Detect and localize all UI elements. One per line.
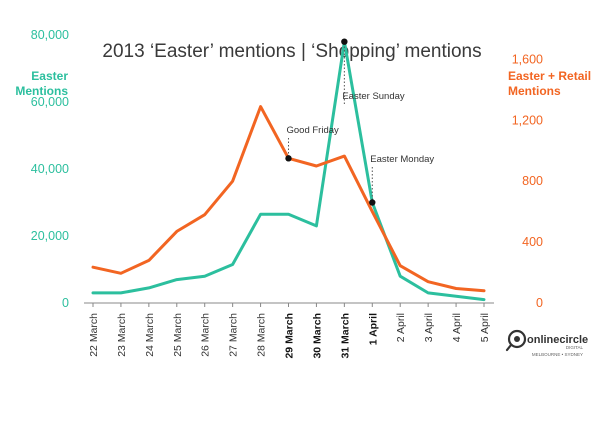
x-tick-label: 26 March [200, 313, 212, 357]
right-axis-title-line-2: Mentions [508, 84, 561, 98]
left-tick-label: 40,000 [31, 162, 69, 176]
x-tick-label: 23 March [116, 313, 128, 357]
x-tick-label: 24 March [144, 313, 156, 357]
left-tick-label: 20,000 [31, 229, 69, 243]
series-layer [91, 40, 486, 302]
right-tick-label: 800 [522, 174, 543, 188]
left-axis: 0 20,000 40,000 60,000 80,000 [31, 28, 69, 310]
x-tick-label: 1 April [367, 313, 379, 345]
annotation-marker [341, 38, 348, 45]
x-tick-label: 29 March [284, 313, 296, 359]
x-axis: 22 March 23 March 24 March 25 March 26 March… [88, 303, 491, 359]
right-tick-label: 400 [522, 235, 543, 249]
annotation-easter-sunday: Easter Sunday [342, 91, 405, 102]
left-tick-label: 60,000 [31, 95, 69, 109]
annotation-marker [369, 199, 376, 206]
right-axis: 0 400 800 1,200 1,600 [512, 52, 543, 310]
logo-tagline: MELBOURNE • SYDNEY [532, 352, 583, 357]
x-tick-label: 22 March [88, 313, 100, 357]
right-tick-label: 1,600 [512, 52, 543, 66]
left-axis-title-line-2: Mentions [15, 84, 68, 98]
logo-name: onlinecircle [527, 334, 588, 346]
right-tick-label: 0 [536, 296, 543, 310]
x-tick-label: 4 April [451, 313, 463, 342]
left-axis-title: Easter Mentions [15, 69, 68, 98]
chart-title: 2013 ‘Easter’ mentions | ‘Shopping’ ment… [102, 41, 481, 62]
annotation-easter-monday: Easter Monday [370, 154, 434, 165]
x-tick-label: 2 April [395, 313, 407, 342]
right-tick-label: 1,200 [512, 113, 543, 127]
annotation-good-friday: Good Friday [287, 125, 340, 136]
x-tick-label: 27 March [228, 313, 240, 357]
x-tick-label: 28 March [256, 313, 268, 357]
x-tick-label: 25 March [172, 313, 184, 357]
x-tick-label: 31 March [339, 313, 351, 359]
annotation-layer: Good Friday Easter Sunday Easter Monday [285, 38, 434, 206]
logo-subname: DIGITAL [566, 345, 584, 350]
right-axis-title: Easter + Retail Mentions [508, 69, 591, 98]
easter-mentions-line [91, 40, 486, 302]
left-axis-title-line-1: Easter [31, 69, 68, 83]
annotation-marker [285, 155, 292, 162]
left-tick-label: 80,000 [31, 28, 69, 42]
x-tick-label: 5 April [479, 313, 491, 342]
brand-logo: onlinecircle DIGITAL MELBOURNE • SYDNEY [505, 329, 588, 357]
right-axis-title-line-1: Easter + Retail [508, 69, 591, 83]
left-tick-label: 0 [62, 296, 69, 310]
x-tick-label: 30 March [311, 313, 323, 359]
circle-logo-icon [505, 329, 527, 352]
x-tick-label: 3 April [423, 313, 435, 342]
